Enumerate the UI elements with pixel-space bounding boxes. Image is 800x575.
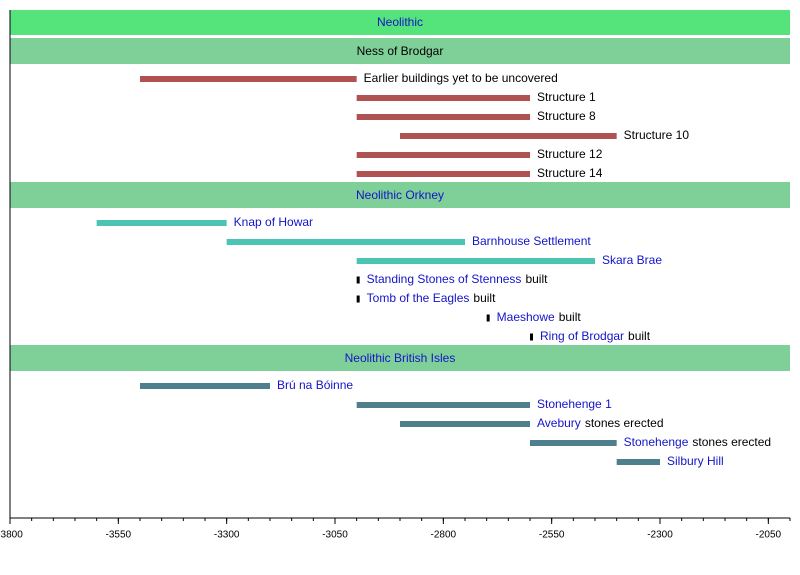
item-label: Earlier buildings yet to be uncovered [364, 71, 558, 85]
x-tick-label: -3550 [106, 530, 132, 541]
title-band [10, 10, 790, 35]
chart-title: Neolithic [377, 15, 423, 29]
item-label: Brú na Bóinne [277, 378, 353, 392]
group-title: Ness of Brodgar [357, 44, 444, 58]
period-bar [356, 95, 530, 101]
item-suffix: built [559, 310, 582, 324]
item-name: Earlier buildings yet to be uncovered [364, 71, 558, 85]
item-name: Tomb of the Eagles [367, 291, 470, 305]
item-label: Stonehenge 1 [537, 397, 612, 411]
event-mark [356, 276, 360, 284]
item-name: Structure 8 [537, 109, 596, 123]
item-label: Silbury Hill [667, 454, 724, 468]
group-band [10, 182, 790, 208]
period-bar [616, 459, 660, 465]
event-mark [486, 314, 490, 322]
item-name: Stonehenge 1 [537, 397, 612, 411]
item-name: Structure 10 [624, 128, 690, 142]
item-name: Knap of Howar [234, 215, 313, 229]
item-name: Skara Brae [602, 253, 662, 267]
item-label: Barnhouse Settlement [472, 234, 591, 248]
item-name: Ring of Brodgar [540, 329, 624, 343]
item-label: Skara Brae [602, 253, 662, 267]
x-tick-label: -3300 [214, 530, 240, 541]
item-label: Maeshowe built [497, 310, 582, 324]
item-name: Maeshowe [497, 310, 555, 324]
x-tick-label: -2550 [539, 530, 565, 541]
group-title: Neolithic British Isles [345, 351, 456, 365]
item-label: Ring of Brodgar built [540, 329, 651, 343]
item-label: Structure 12 [537, 147, 603, 161]
item-name: Silbury Hill [667, 454, 724, 468]
item-suffix: stones erected [585, 416, 664, 430]
item-label: Knap of Howar [234, 215, 313, 229]
item-label: Stonehenge stones erected [624, 435, 771, 449]
item-name: Stonehenge [624, 435, 689, 449]
period-bar [356, 402, 530, 408]
item-label: Structure 10 [624, 128, 690, 142]
period-bar [96, 220, 227, 226]
item-suffix: built [525, 272, 548, 286]
item-label: Structure 14 [537, 166, 603, 180]
item-suffix: stones erected [692, 435, 771, 449]
x-tick-label: -2800 [431, 530, 457, 541]
period-bar [356, 171, 530, 177]
item-name: Standing Stones of Stenness [367, 272, 522, 286]
item-label: Tomb of the Eagles built [367, 291, 496, 305]
x-tick-label: -2050 [756, 530, 782, 541]
x-tick-label: -3050 [322, 530, 348, 541]
group-band [10, 38, 790, 64]
item-name: Structure 12 [537, 147, 603, 161]
period-bar [356, 258, 595, 264]
period-bar [140, 383, 270, 389]
item-label: Structure 8 [537, 109, 596, 123]
group-title: Neolithic Orkney [356, 188, 444, 202]
item-label: Avebury stones erected [537, 416, 664, 430]
item-label: Structure 1 [537, 90, 596, 104]
period-bar [356, 152, 530, 158]
period-bar [226, 239, 465, 245]
event-mark [356, 295, 360, 303]
item-suffix: built [628, 329, 651, 343]
item-name: Avebury [537, 416, 581, 430]
item-name: Structure 14 [537, 166, 603, 180]
x-tick-label: -3800 [0, 530, 23, 541]
item-name: Barnhouse Settlement [472, 234, 591, 248]
x-tick-label: -2300 [647, 530, 673, 541]
event-mark [530, 333, 533, 341]
item-name: Brú na Bóinne [277, 378, 353, 392]
group-band [10, 345, 790, 371]
item-suffix: built [473, 291, 496, 305]
period-bar [400, 421, 530, 427]
item-name: Structure 1 [537, 90, 596, 104]
period-bar [356, 114, 530, 120]
item-label: Standing Stones of Stenness built [367, 272, 548, 286]
period-bar [400, 133, 617, 139]
period-bar [140, 76, 357, 82]
period-bar [530, 440, 617, 446]
